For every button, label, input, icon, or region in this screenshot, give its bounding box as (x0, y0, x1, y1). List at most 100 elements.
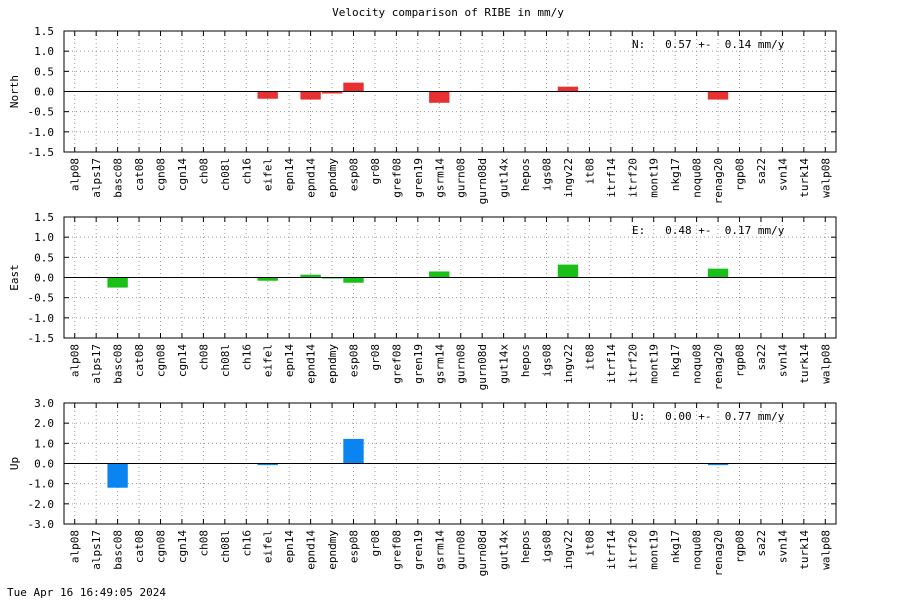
x-tick-label: cgn08 (155, 158, 168, 191)
y-tick-label: 0.0 (34, 272, 54, 285)
x-tick-label: nkg17 (669, 344, 682, 377)
y-tick-label: -3.0 (28, 518, 55, 531)
x-tick-label: sa22 (755, 344, 768, 371)
x-tick-label: gut14x (498, 530, 511, 570)
bar-esp08 (343, 82, 364, 92)
bar-gsrm14 (429, 91, 450, 103)
bar-eifel (257, 91, 278, 99)
y-axis-label: East (8, 264, 21, 291)
x-tick-label: basc08 (112, 158, 125, 198)
x-tick-label: renag20 (712, 158, 725, 204)
x-tick-label: noqu08 (691, 530, 704, 570)
x-tick-label: mont19 (648, 530, 661, 570)
x-tick-label: nkg17 (669, 530, 682, 563)
x-tick-label: gr08 (369, 344, 382, 371)
x-tick-label: renag20 (712, 530, 725, 576)
x-tick-label: mont19 (648, 158, 661, 198)
x-tick-label: walp08 (819, 344, 832, 384)
x-tick-label: gsrm14 (433, 158, 446, 198)
y-tick-label: -1.5 (28, 332, 55, 345)
bar-epnd14 (300, 91, 321, 100)
x-tick-label: gut14x (498, 344, 511, 384)
y-tick-label: 1.0 (34, 437, 54, 450)
x-tick-label: alp08 (69, 344, 82, 377)
timestamp: Tue Apr 16 16:49:05 2024 (7, 586, 166, 599)
x-tick-label: alps17 (90, 158, 103, 198)
x-tick-label: svn14 (776, 344, 789, 377)
bar-esp08 (343, 277, 364, 283)
x-tick-label: ch08 (197, 344, 210, 371)
x-tick-label: alps17 (90, 530, 103, 570)
bar-epnd14 (300, 274, 321, 278)
x-tick-label: igs08 (541, 530, 554, 563)
stats-annotation: E: 0.48 +- 0.17 mm/y (632, 224, 785, 237)
y-tick-label: 0.0 (34, 86, 54, 99)
x-tick-label: hepos (519, 158, 532, 191)
y-tick-label: 3.0 (34, 397, 54, 410)
x-tick-label: gsrm14 (433, 530, 446, 570)
x-tick-label: gut14x (498, 158, 511, 198)
x-tick-label: ch08 (197, 530, 210, 557)
y-tick-label: -0.5 (28, 292, 55, 305)
figure-title: Velocity comparison of RIBE in mm/y (332, 6, 564, 19)
x-tick-label: igs08 (541, 158, 554, 191)
y-tick-label: -1.0 (28, 478, 55, 491)
x-tick-label: epndmy (326, 344, 339, 384)
x-tick-label: alp08 (69, 158, 82, 191)
x-tick-label: alps17 (90, 344, 103, 384)
bar-renag20 (707, 268, 729, 278)
bar-esp08 (343, 438, 364, 464)
bar-eifel (257, 463, 278, 466)
x-tick-label: itrf14 (605, 158, 618, 198)
x-tick-label: gr08 (369, 530, 382, 557)
x-tick-label: itrf14 (605, 344, 618, 384)
x-tick-label: cgn08 (155, 344, 168, 377)
y-tick-label: -1.0 (28, 126, 55, 139)
x-tick-label: itrf14 (605, 530, 618, 570)
x-tick-label: ch16 (240, 530, 253, 557)
x-tick-label: svn14 (776, 530, 789, 563)
x-tick-label: gurn08d (476, 344, 489, 390)
x-tick-label: esp08 (348, 344, 361, 377)
x-tick-label: cat08 (133, 158, 146, 191)
x-tick-label: rgp08 (734, 344, 747, 377)
x-tick-label: ingv22 (562, 344, 575, 384)
x-tick-label: igs08 (541, 344, 554, 377)
y-tick-label: -1.5 (28, 146, 55, 159)
x-tick-label: walp08 (819, 158, 832, 198)
x-tick-label: gref08 (390, 344, 403, 384)
x-tick-label: esp08 (348, 158, 361, 191)
x-tick-label: epn14 (283, 530, 296, 563)
x-tick-label: epnd14 (305, 344, 318, 384)
y-tick-label: 0.5 (34, 65, 54, 78)
x-tick-label: gurn08 (455, 158, 468, 198)
y-tick-label: 2.0 (34, 417, 54, 430)
x-tick-label: cat08 (133, 530, 146, 563)
y-tick-label: -0.5 (28, 106, 55, 119)
x-tick-label: cgn08 (155, 530, 168, 563)
x-tick-label: it08 (583, 344, 596, 371)
x-tick-label: ch08l (219, 158, 232, 191)
bar-basc08 (107, 277, 128, 288)
x-tick-label: alp08 (69, 530, 82, 563)
x-tick-label: it08 (583, 530, 596, 557)
y-axis-label: North (8, 75, 21, 108)
x-tick-label: turk14 (798, 344, 811, 384)
x-tick-label: hepos (519, 344, 532, 377)
bar-basc08 (107, 463, 128, 488)
x-tick-label: esp08 (348, 530, 361, 563)
stats-annotation: N: 0.57 +- 0.14 mm/y (632, 38, 785, 51)
x-tick-label: epnd14 (305, 530, 318, 570)
x-tick-label: nkg17 (669, 158, 682, 191)
x-tick-label: ch08l (219, 530, 232, 563)
x-tick-label: ch16 (240, 158, 253, 185)
bar-ingv22 (557, 264, 579, 278)
bar-eifel (257, 277, 278, 281)
x-tick-label: rgp08 (734, 530, 747, 563)
y-tick-label: 1.0 (34, 45, 54, 58)
y-tick-label: 1.5 (34, 25, 54, 38)
x-tick-label: epnd14 (305, 158, 318, 198)
stats-annotation: U: 0.00 +- 0.77 mm/y (632, 410, 785, 423)
x-tick-label: itrf20 (626, 344, 639, 384)
